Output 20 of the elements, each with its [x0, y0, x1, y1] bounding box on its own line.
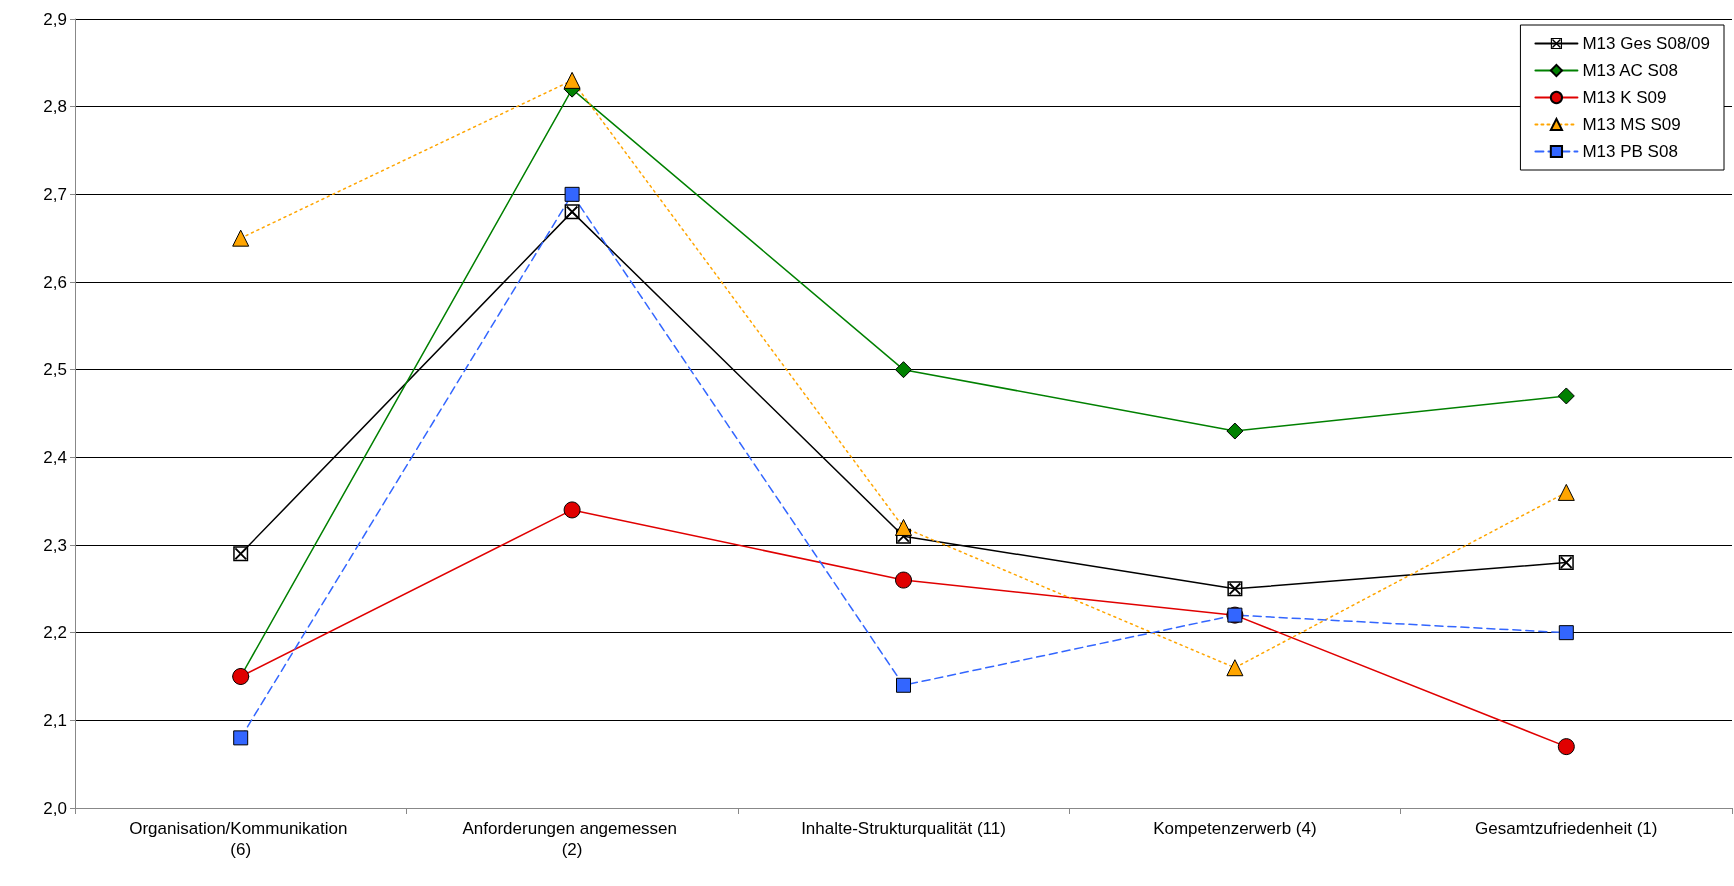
x-tick-label: Anforderungen angemessen (2)	[462, 819, 682, 859]
y-tick-label: 2,0	[43, 798, 67, 818]
y-tick-label: 2,2	[43, 623, 67, 643]
legend-label: M13 K S09	[1582, 88, 1667, 107]
y-tick-label: 2,3	[43, 535, 67, 555]
legend-label: M13 MS S09	[1582, 115, 1681, 134]
y-tick-label: 2,7	[43, 184, 67, 204]
legend-label: M13 PB S08	[1582, 142, 1678, 161]
y-tick-label: 2,4	[43, 447, 67, 467]
y-tick-label: 2,1	[43, 710, 67, 730]
y-tick-label: 2,6	[43, 272, 67, 292]
legend-label: M13 Ges S08/09	[1582, 34, 1710, 53]
x-tick-label: Organisation/Kommunikation (6)	[129, 819, 353, 859]
y-tick-label: 2,8	[43, 97, 67, 117]
legend-label: M13 AC S08	[1582, 61, 1678, 80]
x-tick-label: Kompetenzerwerb (4)	[1153, 819, 1317, 838]
x-tick-label: Gesamtzufriedenheit (1)	[1475, 819, 1658, 838]
x-tick-label: Inhalte-Strukturqualität (11)	[801, 819, 1006, 838]
y-tick-label: 2,5	[43, 360, 67, 380]
y-tick-label: 2,9	[43, 9, 67, 29]
